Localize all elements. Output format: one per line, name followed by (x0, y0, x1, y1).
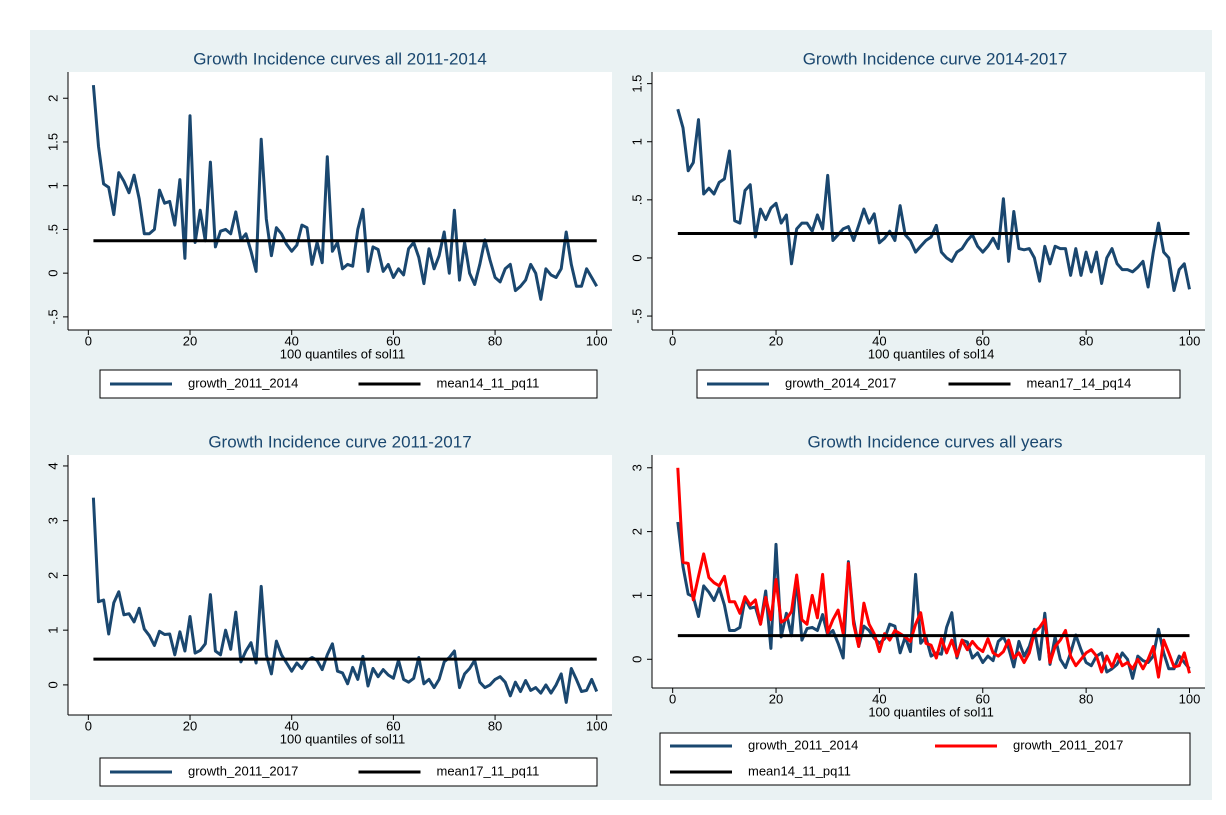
y-tick-label: 1 (45, 182, 60, 189)
plot-region (68, 72, 612, 330)
plot-region (68, 455, 612, 715)
series-line (91, 497, 599, 704)
x-tick-label: 20 (183, 718, 197, 733)
y-tick-label: 1.5 (45, 133, 60, 151)
y-tick-label: .5 (45, 224, 60, 235)
y-tick-label: 1.5 (629, 75, 644, 93)
legend-label: mean14_11_pq11 (748, 763, 851, 778)
y-tick-label: 0 (629, 254, 644, 261)
y-tick-label: 2 (45, 95, 60, 102)
plot-region (652, 72, 1205, 330)
y-tick-label: -.5 (629, 308, 644, 323)
legend-label: mean17_14_pq14 (1027, 375, 1132, 390)
y-tick-label: 3 (629, 464, 644, 471)
y-tick-label: 2 (629, 528, 644, 535)
x-tick-label: 40 (284, 718, 298, 733)
y-tick-label: 1 (45, 627, 60, 634)
series-line (676, 108, 1191, 292)
x-tick-label: 100 (586, 333, 608, 348)
y-tick-label: 3 (45, 517, 60, 524)
y-tick-label: 0 (629, 656, 644, 663)
x-tick-label: 40 (872, 691, 886, 706)
chart-title: Growth Incidence curve 2011-2017 (208, 432, 471, 451)
chart-title: Growth Incidence curve 2014-2017 (803, 49, 1068, 68)
x-axis-title: 100 quantiles of sol11 (280, 346, 406, 361)
series-line (676, 467, 1191, 679)
x-tick-label: 80 (1079, 691, 1093, 706)
x-tick-label: 20 (183, 333, 197, 348)
x-tick-label: 60 (976, 691, 990, 706)
x-tick-label: 40 (284, 333, 298, 348)
legend-label: growth_2011_2014 (748, 737, 858, 752)
legend-label: growth_2014_2017 (785, 375, 896, 390)
y-tick-label: 1 (629, 138, 644, 145)
legend-box (99, 757, 598, 787)
legend-label: mean17_11_pq11 (437, 763, 540, 778)
x-tick-label: 0 (85, 718, 92, 733)
x-tick-label: 60 (976, 333, 990, 348)
x-tick-label: 100 (1179, 333, 1201, 348)
x-tick-label: 20 (769, 691, 783, 706)
y-tick-label: 0 (45, 681, 60, 688)
y-tick-label: 0 (45, 270, 60, 277)
series-line (91, 84, 599, 301)
x-axis-title: 100 quantiles of sol14 (868, 346, 994, 361)
y-tick-label: 2 (45, 572, 60, 579)
x-tick-label: 60 (386, 718, 400, 733)
x-tick-label: 0 (669, 691, 676, 706)
x-axis-title: 100 quantiles of sol11 (868, 704, 994, 719)
chart-title: Growth Incidence curves all years (807, 432, 1062, 451)
y-tick-label: .5 (629, 194, 644, 205)
x-tick-label: 100 (1179, 691, 1201, 706)
x-tick-label: 100 (586, 718, 608, 733)
x-tick-label: 80 (488, 333, 502, 348)
legend-label: mean14_11_pq11 (437, 375, 540, 390)
y-tick-label: -.5 (45, 309, 60, 324)
x-tick-label: 20 (769, 333, 783, 348)
x-tick-label: 80 (488, 718, 502, 733)
legend-box (99, 369, 598, 399)
legend-box (696, 369, 1181, 399)
legend-label: growth_2011_2014 (188, 375, 298, 390)
legend-label: growth_2011_2017 (1013, 737, 1123, 752)
x-tick-label: 0 (85, 333, 92, 348)
legend-box (659, 732, 1191, 786)
x-tick-label: 0 (669, 333, 676, 348)
y-tick-label: 1 (629, 592, 644, 599)
legend-label: growth_2011_2017 (188, 763, 298, 778)
chart-title: Growth Incidence curves all 2011-2014 (193, 49, 487, 68)
x-axis-title: 100 quantiles of sol11 (280, 731, 406, 746)
x-tick-label: 60 (386, 333, 400, 348)
y-tick-label: 4 (45, 462, 60, 469)
x-tick-label: 80 (1079, 333, 1093, 348)
x-tick-label: 40 (872, 333, 886, 348)
